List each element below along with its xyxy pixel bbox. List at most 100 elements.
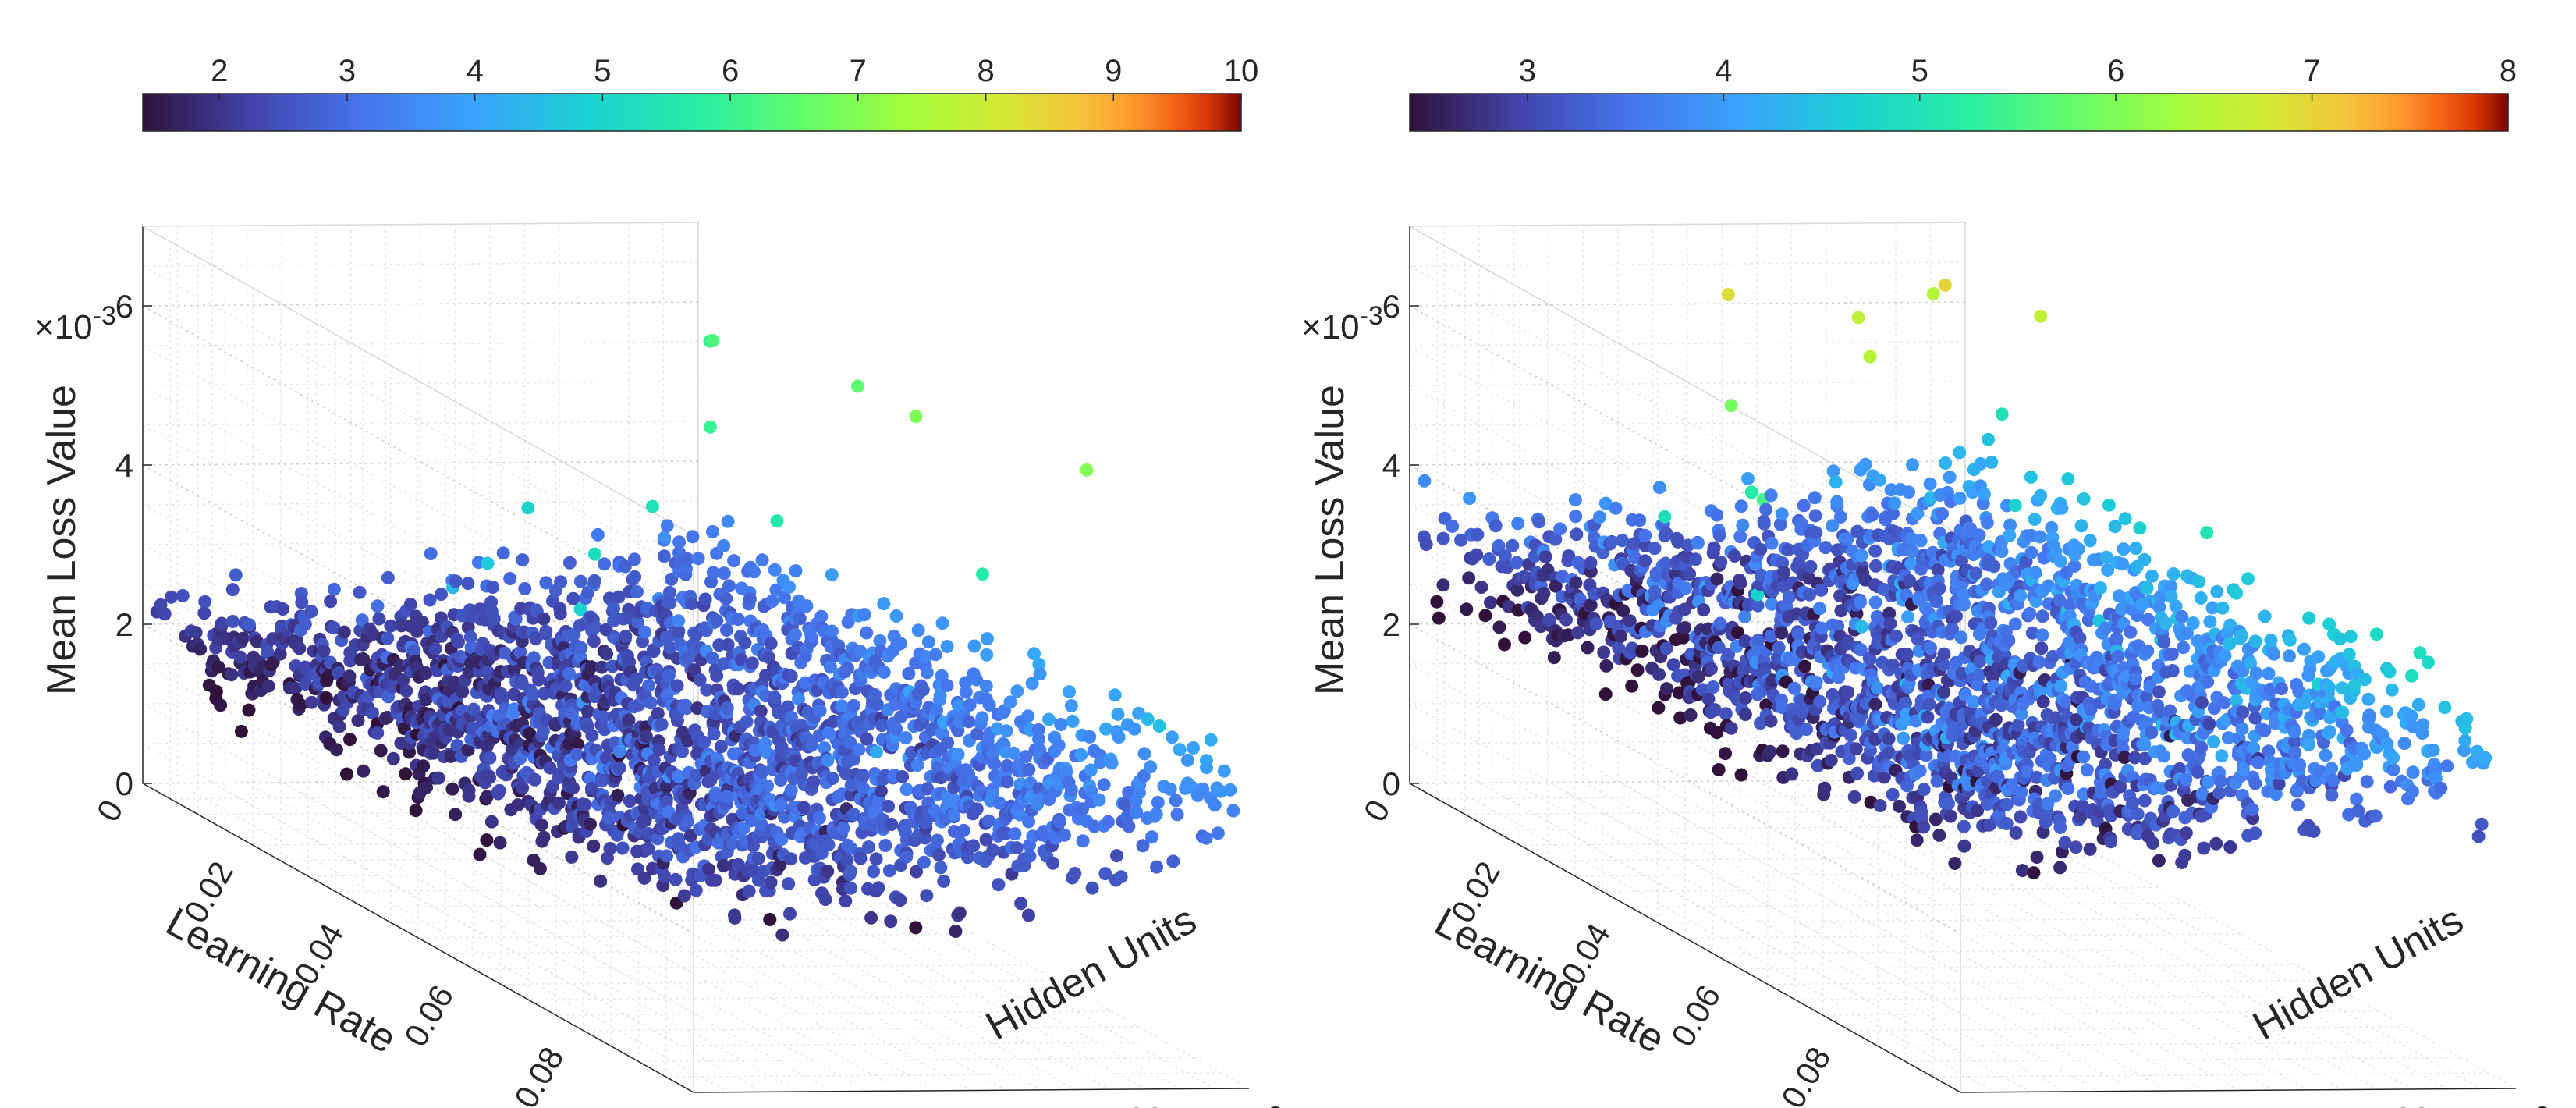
colorbar-right: 3 4 5 6 7 8: [1409, 54, 2517, 132]
data-point: [574, 641, 588, 655]
data-point: [553, 606, 567, 620]
data-point: [1605, 534, 1619, 549]
data-point: [2429, 771, 2443, 785]
data-point: [1744, 485, 1758, 499]
data-point: [2035, 641, 2049, 655]
data-point: [1797, 499, 1811, 513]
data-point: [2178, 848, 2192, 862]
data-point: [2080, 763, 2094, 777]
data-point: [1052, 738, 1066, 752]
data-point: [1826, 519, 1840, 533]
data-point: [298, 617, 312, 631]
data-point: [1854, 620, 1868, 634]
data-point: [1704, 662, 1718, 676]
data-point: [1937, 685, 1951, 699]
data-point: [2292, 684, 2306, 698]
data-point: [1022, 908, 1035, 922]
data-point: [813, 704, 827, 718]
data-point: [516, 781, 530, 795]
data-point: [1984, 616, 1998, 630]
data-point: [594, 660, 609, 674]
data-point: [2344, 630, 2358, 644]
data-point: [1722, 648, 1736, 662]
colorbar-tick-label: 6: [722, 54, 739, 88]
data-point: [2322, 725, 2336, 739]
data-point: [2058, 836, 2072, 850]
data-point: [1870, 681, 1884, 695]
data-point: [1652, 481, 1666, 495]
data-point: [778, 591, 792, 605]
data-point: [616, 841, 630, 855]
data-point: [2223, 840, 2237, 854]
data-point: [1917, 783, 1931, 797]
data-point: [764, 637, 778, 651]
z-axis-title-left: Mean Loss Value: [39, 385, 84, 695]
data-point: [889, 609, 903, 623]
data-point: [705, 651, 719, 665]
data-point: [1638, 554, 1652, 568]
data-point: [337, 625, 351, 639]
data-point: [775, 833, 789, 846]
x-tick-label: 0.08: [507, 1041, 571, 1108]
data-point: [1923, 477, 1937, 491]
data-point: [225, 668, 239, 682]
data-point: [1759, 698, 1773, 712]
data-point: [1811, 758, 1825, 772]
data-point: [483, 751, 497, 765]
data-point: [2163, 704, 2177, 718]
data-point: [276, 602, 289, 616]
data-point: [1471, 527, 1485, 542]
data-point: [782, 580, 796, 594]
data-point: [1943, 471, 1957, 484]
data-point: [1782, 590, 1796, 604]
data-point: [2152, 600, 2166, 614]
data-point: [2422, 655, 2435, 669]
data-point: [304, 605, 318, 619]
data-point: [1826, 464, 1840, 478]
data-point: [857, 608, 871, 622]
data-point: [1498, 549, 1512, 563]
data-point: [2336, 705, 2350, 719]
data-point: [321, 670, 335, 684]
data-point: [706, 334, 720, 347]
data-point: [2475, 817, 2489, 831]
data-point: [933, 689, 947, 703]
data-point: [2302, 738, 2315, 751]
data-point: [846, 752, 860, 766]
data-point: [1719, 707, 1733, 721]
data-point: [1498, 637, 1511, 652]
data-point: [1478, 609, 1492, 623]
data-point: [797, 801, 811, 815]
data-point: [409, 804, 423, 818]
data-point: [930, 703, 944, 717]
data-point: [464, 641, 478, 654]
data-point: [916, 683, 930, 697]
data-point: [1736, 518, 1750, 532]
data-point: [1022, 815, 1036, 829]
data-point: [1432, 611, 1446, 625]
data-point: [2049, 789, 2063, 803]
data-point: [1623, 614, 1637, 628]
data-point: [860, 626, 874, 640]
data-point: [1787, 681, 1801, 695]
data-point: [1886, 506, 1900, 520]
y-tick-label: 32: [1127, 1100, 1164, 1108]
data-point: [1547, 651, 1561, 665]
data-point: [775, 928, 789, 942]
data-point: [1074, 748, 1088, 762]
data-point: [651, 707, 665, 720]
data-point: [1738, 634, 1752, 648]
data-point: [1712, 763, 1726, 776]
data-point: [1010, 684, 1024, 698]
z-tick-label: 6: [1382, 288, 1400, 325]
data-point: [1066, 714, 1080, 728]
data-point: [970, 727, 984, 741]
data-point: [940, 678, 954, 692]
data-point: [2033, 685, 2047, 698]
data-point: [639, 730, 653, 744]
data-point: [2325, 762, 2339, 776]
data-point: [747, 565, 761, 579]
data-point: [685, 597, 698, 610]
data-point: [1710, 508, 1724, 522]
data-point: [2180, 626, 2194, 640]
